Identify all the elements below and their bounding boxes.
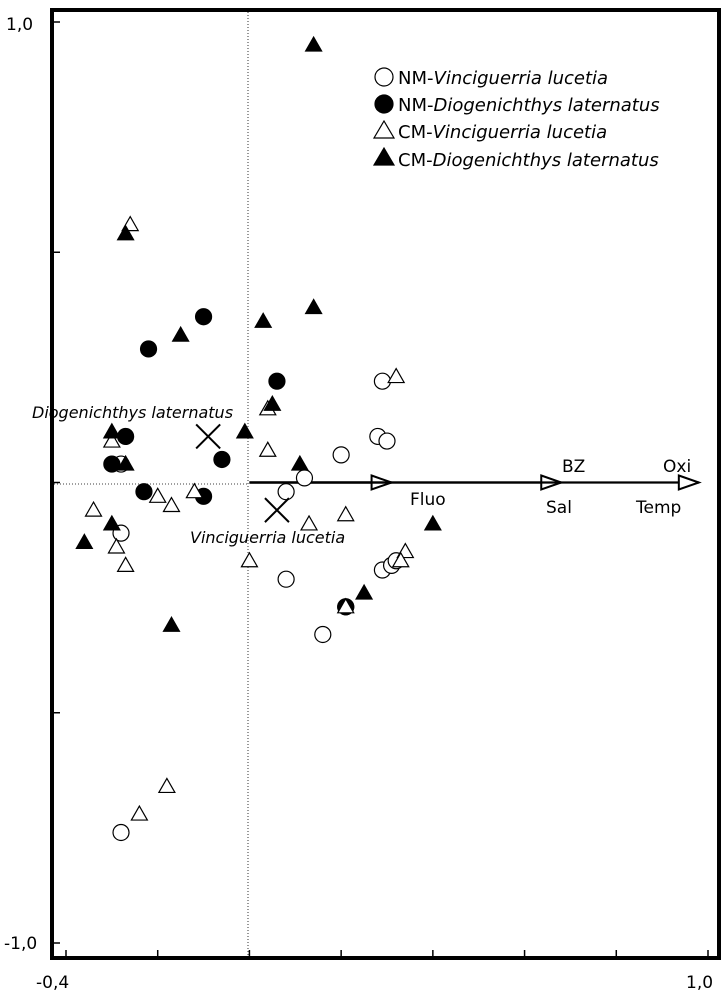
centroid-label-vinciguerria: Vinciguerria lucetia — [190, 528, 345, 547]
legend-entry-2-prefix: NM- — [398, 95, 434, 116]
point-open-triangle — [240, 551, 259, 568]
plot-frame — [50, 8, 721, 960]
point-open-triangle — [387, 367, 406, 384]
point-filled-triangle — [171, 325, 190, 342]
point-open-triangle — [148, 487, 167, 503]
point-open-circle — [295, 469, 314, 487]
point-open-triangle — [107, 537, 126, 554]
point-filled-triangle — [423, 514, 442, 531]
point-open-circle — [277, 483, 295, 501]
point-filled-triangle — [304, 35, 323, 52]
y-tick-label-bottom: -1,0 — [4, 934, 37, 954]
point-open-triangle — [84, 500, 103, 517]
legend-entry-3-species: Vinciguerria lucetia — [433, 122, 608, 143]
point-open-circle — [112, 823, 130, 842]
point-filled-triangle — [162, 616, 181, 632]
legend-entry-1-species: Vinciguerria lucetia — [434, 68, 609, 89]
species-centroids — [195, 423, 290, 523]
legend-marker-filled-circle — [374, 94, 394, 114]
legend-entry-2-species: Diogenichthys laternatus — [434, 95, 660, 116]
legend-marker-open-triangle — [372, 119, 396, 139]
point-filled-triangle — [102, 422, 121, 439]
vector-label-bz: BZ — [562, 457, 585, 477]
point-filled-triangle — [75, 533, 94, 549]
point-filled-circle — [194, 308, 213, 326]
point-filled-circle — [268, 372, 286, 390]
point-open-triangle — [157, 777, 176, 794]
point-open-circle — [332, 446, 350, 464]
point-filled-triangle — [116, 224, 135, 241]
point-open-triangle — [336, 597, 355, 614]
point-open-triangle — [300, 514, 319, 531]
point-filled-triangle — [102, 514, 121, 531]
legend-entry-2: NM-Diogenichthys laternatus — [398, 95, 660, 116]
point-open-triangle — [336, 505, 355, 522]
vector-label-oxi: Oxi — [663, 457, 691, 477]
point-filled-circle — [135, 483, 153, 501]
environmental-vectors — [249, 474, 702, 491]
point-open-circle — [314, 625, 332, 644]
point-open-circle — [277, 570, 295, 588]
point-open-triangle — [391, 551, 410, 568]
x-tick-label-right: 1,0 — [686, 973, 713, 993]
point-filled-triangle — [263, 395, 282, 411]
point-filled-triangle — [355, 583, 374, 600]
vector-label-fluo: Fluo — [410, 490, 446, 510]
point-open-triangle — [116, 556, 135, 572]
centroid-stroke — [195, 423, 221, 450]
sample-points — [75, 35, 442, 842]
point-open-triangle — [162, 496, 181, 513]
legend-entry-4-prefix: CM- — [398, 150, 433, 171]
point-filled-circle — [103, 455, 121, 473]
y-tick-label-top: 1,0 — [6, 15, 33, 35]
point-open-circle — [373, 372, 392, 390]
point-open-triangle — [130, 804, 149, 821]
point-filled-circle — [213, 450, 231, 469]
legend-entry-3: CM-Vinciguerria lucetia — [398, 122, 607, 143]
centroid-marker-0 — [195, 423, 221, 450]
legend-marker-filled-triangle — [372, 146, 396, 166]
vector-label-temp: Temp — [635, 498, 681, 518]
legend-entry-1-prefix: NM- — [398, 68, 434, 89]
point-filled-triangle — [116, 454, 135, 471]
legend-entry-1: NM-Vinciguerria lucetia — [398, 68, 608, 89]
legend-entry-4: CM-Diogenichthys laternatus — [398, 150, 659, 171]
axis-ticks — [54, 21, 709, 956]
point-open-triangle — [185, 482, 204, 499]
point-open-triangle — [102, 431, 121, 448]
vector-oxi-temp-arrowhead — [677, 474, 702, 491]
point-filled-triangle — [290, 454, 309, 471]
point-open-triangle — [258, 441, 277, 457]
point-filled-circle — [139, 340, 158, 358]
legend-entry-3-prefix: CM- — [398, 122, 433, 143]
point-open-circle — [378, 432, 396, 450]
legend: NM-Vinciguerria lucetia NM-Diogenichthys… — [372, 67, 660, 171]
vector-label-sal: Sal — [546, 498, 572, 518]
point-filled-circle — [117, 427, 135, 446]
point-filled-triangle — [304, 298, 323, 315]
point-filled-triangle — [235, 422, 254, 439]
x-tick-label-left: -0,4 — [36, 973, 69, 993]
centroid-label-diogenichthys: Diogenichthys laternatus — [32, 403, 233, 422]
centroid-marker-1 — [264, 497, 290, 523]
legend-marker-open-circle — [374, 67, 394, 87]
centroid-stroke — [264, 497, 290, 523]
legend-entry-4-species: Diogenichthys laternatus — [433, 150, 659, 171]
point-filled-triangle — [254, 312, 273, 328]
